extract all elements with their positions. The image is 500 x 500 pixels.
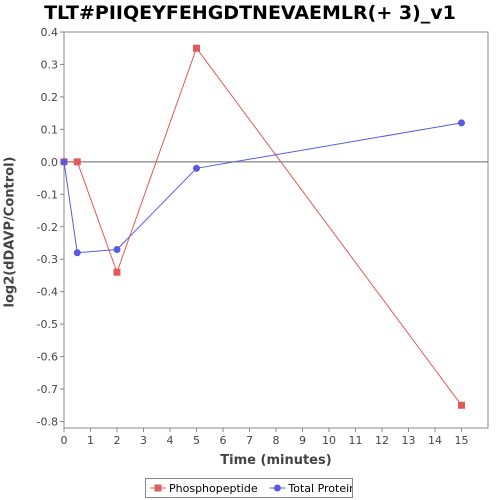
legend-svg: Phosphopeptide Total Protein xyxy=(150,482,356,495)
y-tick-label: -0.2 xyxy=(37,221,58,234)
y-tick-label: -0.6 xyxy=(37,351,58,364)
data-point xyxy=(73,158,81,166)
plot-area xyxy=(63,31,489,429)
x-axis-label: Time (minutes) xyxy=(220,453,332,468)
series-layer xyxy=(60,44,465,409)
x-tick-label: 4 xyxy=(167,434,174,447)
x-tick-label: 0 xyxy=(61,434,68,447)
y-tick-label: -0.8 xyxy=(37,416,58,429)
x-tick-label: 13 xyxy=(402,434,416,447)
legend-square-marker xyxy=(154,484,162,492)
legend-label: Phosphopeptide xyxy=(169,482,258,495)
y-axis: 0.4 0.3 0.2 0.1 0.0 -0.1 -0.2 -0.3 -0.4 -0.5 -0.6 -… xyxy=(37,26,64,429)
y-tick-label: 0.2 xyxy=(41,91,59,104)
y-tick-label: 0.1 xyxy=(41,123,59,136)
legend-circle-marker xyxy=(273,484,281,492)
y-tick-label: 0.4 xyxy=(41,26,59,39)
x-tick-label: 14 xyxy=(428,434,442,447)
legend: Phosphopeptide Total Protein xyxy=(145,478,356,498)
legend-label: Total Protein xyxy=(287,482,352,495)
x-tick-label: 11 xyxy=(349,434,363,447)
y-axis-label: log2(dDAVP/Control) xyxy=(2,156,18,308)
x-axis: 0 1 2 3 4 5 6 7 8 9 10 11 12 13 14 15 xyxy=(61,428,469,447)
x-tick-label: 12 xyxy=(375,434,389,447)
y-tick-label: -0.7 xyxy=(37,383,58,396)
x-tick-label: 5 xyxy=(193,434,200,447)
x-tick-label: 3 xyxy=(140,434,147,447)
x-tick-label: 6 xyxy=(220,434,227,447)
x-tick-label: 9 xyxy=(299,434,306,447)
data-point xyxy=(193,44,200,52)
x-tick-label: 15 xyxy=(455,434,469,447)
y-tick-label: -0.3 xyxy=(37,253,58,266)
x-tick-label: 7 xyxy=(246,434,253,447)
data-point xyxy=(113,268,121,276)
y-tick-label: -0.4 xyxy=(37,286,58,299)
x-tick-label: 2 xyxy=(114,434,121,447)
x-tick-label: 1 xyxy=(87,434,94,447)
data-point xyxy=(60,158,68,166)
y-tick-label: 0.3 xyxy=(41,58,59,71)
data-point xyxy=(73,249,81,257)
y-tick-label: 0.0 xyxy=(41,156,59,169)
data-point xyxy=(458,401,465,409)
y-tick-label: -0.1 xyxy=(37,188,58,201)
chart-title: TLT#PIIQEYFEHGDTNEVAEMLR(+ 3)_v1 xyxy=(44,2,456,24)
data-point xyxy=(458,119,465,127)
x-tick-label: 10 xyxy=(322,434,336,447)
data-point xyxy=(113,245,121,253)
y-tick-label: -0.5 xyxy=(37,318,58,331)
x-tick-label: 8 xyxy=(273,434,280,447)
data-point xyxy=(193,164,200,172)
